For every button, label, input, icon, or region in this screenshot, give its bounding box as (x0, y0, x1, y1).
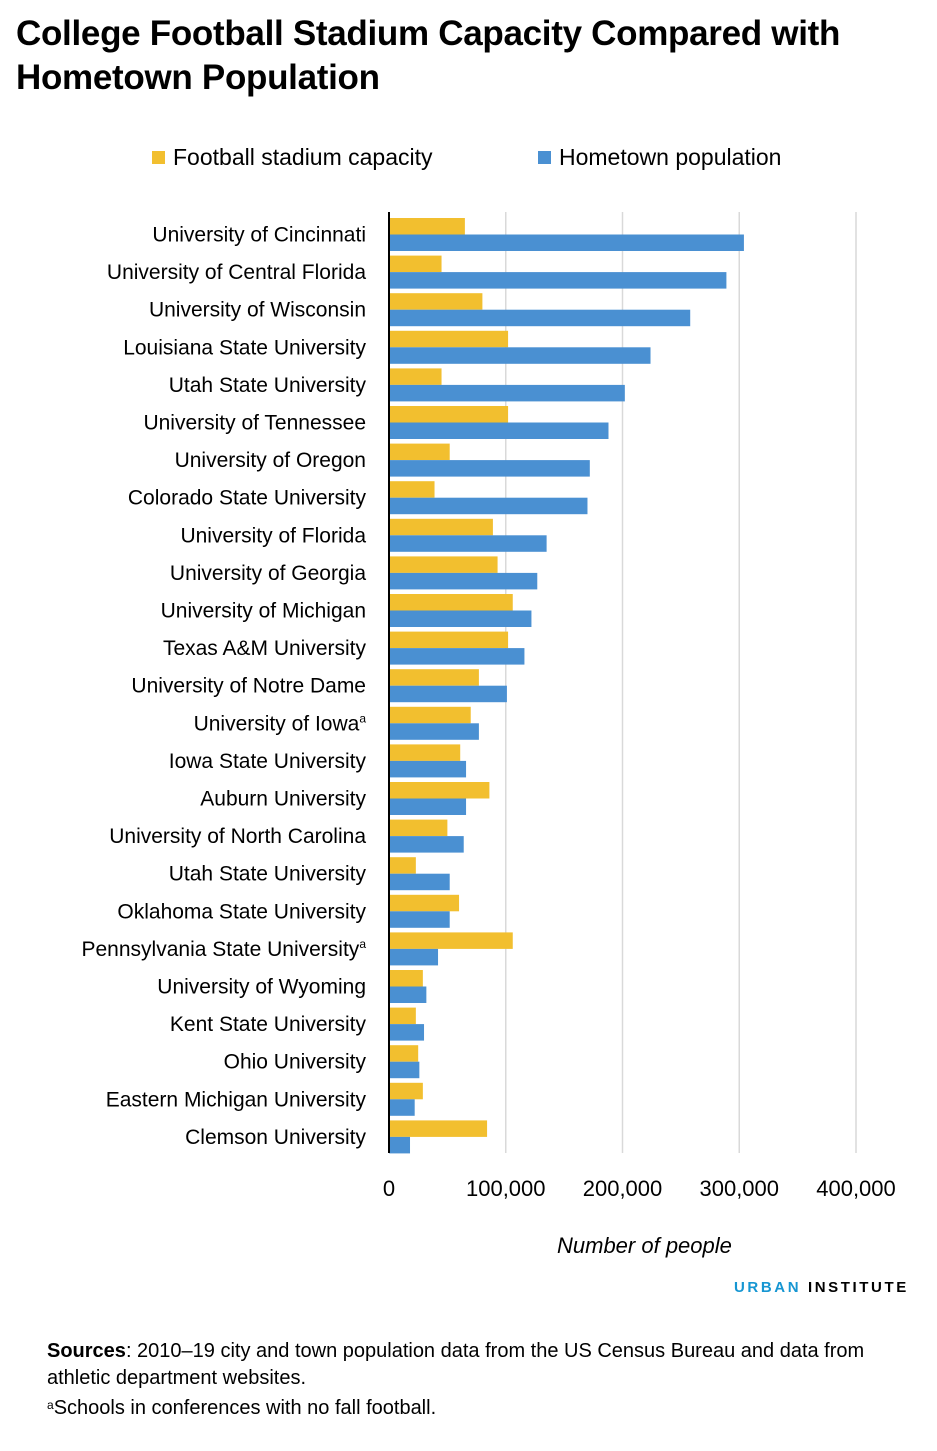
bar-stadium-capacity (389, 406, 509, 423)
category-label: University of Georgia (170, 562, 366, 585)
x-tick-label: 0 (383, 1176, 395, 1201)
bar-hometown-population (389, 272, 727, 289)
bar-stadium-capacity (389, 894, 460, 912)
bar-stadium-capacity (389, 518, 493, 536)
legend-label-population: Hometown population (559, 143, 782, 170)
bar-hometown-population (389, 798, 467, 815)
x-tick-label: 200,000 (583, 1176, 663, 1201)
bar-hometown-population (389, 572, 538, 590)
bar-stadium-capacity (389, 819, 448, 837)
brand-part-2: INSTITUTE (807, 1279, 909, 1296)
bar-hometown-population (389, 685, 507, 703)
bar-stadium-capacity (389, 556, 498, 573)
bar-hometown-population (389, 1024, 425, 1041)
bar-hometown-population (389, 309, 691, 327)
sources-note: Sources: 2010–19 city and town populatio… (47, 1338, 917, 1392)
category-label: Texas A&M University (163, 637, 367, 660)
bar-hometown-population (389, 460, 590, 477)
bar-stadium-capacity (389, 857, 416, 874)
category-label: Eastern Michigan University (106, 1088, 367, 1111)
category-label: Ohio University (224, 1051, 367, 1074)
bar-stadium-capacity (389, 1045, 419, 1062)
footnote-text: Schools in conferences with no fall foot… (53, 1397, 437, 1419)
bar-stadium-capacity (389, 293, 483, 310)
sources-lead: Sources (47, 1340, 126, 1362)
category-label: Louisiana State University (123, 336, 366, 359)
category-label: University of Tennessee (143, 412, 366, 435)
footnote-marker: a (47, 1398, 54, 1412)
bar-stadium-capacity (389, 970, 423, 987)
urban-institute-logo: URBAN INSTITUTE (734, 1279, 909, 1296)
bar-hometown-population (389, 911, 450, 928)
bar-stadium-capacity (389, 481, 435, 498)
bar-stadium-capacity (389, 1007, 416, 1025)
bar-stadium-capacity (389, 255, 442, 273)
footnote: aSchools in conferences with no fall foo… (47, 1392, 917, 1422)
category-label: University of Florida (180, 524, 366, 547)
x-tick-label: 300,000 (699, 1176, 779, 1201)
category-label: Iowa State University (169, 750, 367, 773)
bar-stadium-capacity (389, 594, 513, 611)
legend-item-stadium: Football stadium capacity (152, 143, 433, 171)
category-label: University of Wyoming (157, 976, 366, 999)
bar-stadium-capacity (389, 932, 513, 949)
sources-text: : 2010–19 city and town population data … (47, 1340, 865, 1389)
x-tick-label: 100,000 (466, 1176, 546, 1201)
bar-stadium-capacity (389, 782, 490, 799)
category-label: University of Oregon (175, 449, 366, 472)
category-label: Pennsylvania State Universitya (82, 937, 367, 961)
category-label: Utah State University (169, 374, 367, 397)
bar-stadium-capacity (389, 368, 442, 385)
bar-hometown-population (389, 1136, 411, 1154)
brand-part-1: URBAN (734, 1279, 802, 1296)
category-label: Utah State University (169, 863, 367, 886)
bar-hometown-population (389, 723, 479, 740)
bar-stadium-capacity (389, 1082, 423, 1100)
bar-hometown-population (389, 384, 625, 402)
bar-stadium-capacity (389, 631, 509, 649)
bar-stadium-capacity (389, 443, 450, 461)
category-label: University of Central Florida (107, 261, 366, 284)
legend-swatch-population (538, 150, 551, 164)
category-label: University of Michigan (161, 600, 366, 623)
bar-hometown-population (389, 836, 464, 853)
category-label: Colorado State University (128, 487, 367, 510)
bar-hometown-population (389, 347, 651, 364)
bar-hometown-population (389, 873, 450, 891)
legend-label-stadium: Football stadium capacity (173, 143, 433, 170)
bar-hometown-population (389, 610, 532, 627)
bar-hometown-population (389, 1061, 420, 1079)
bar-stadium-capacity (389, 218, 465, 235)
category-label: Auburn University (200, 788, 366, 811)
category-label: University of Cincinnati (152, 224, 366, 247)
category-label: University of North Carolina (109, 825, 366, 848)
chart-title: College Football Stadium Capacity Compar… (16, 14, 841, 97)
bar-stadium-capacity (389, 744, 461, 761)
category-label: University of Iowaa (194, 711, 367, 735)
legend-item-population: Hometown population (538, 143, 781, 171)
bar-hometown-population (389, 648, 525, 665)
bar-stadium-capacity (389, 669, 479, 686)
x-axis-label: Number of people (557, 1233, 732, 1258)
bar-hometown-population (389, 1099, 415, 1116)
bar-stadium-capacity (389, 706, 471, 724)
bar-hometown-population (389, 760, 467, 778)
category-label: University of Wisconsin (149, 299, 366, 322)
bar-hometown-population (389, 535, 547, 552)
category-label: University of Notre Dame (131, 675, 366, 698)
bar-stadium-capacity (389, 1120, 488, 1137)
category-label: Kent State University (170, 1013, 367, 1036)
bar-hometown-population (389, 234, 744, 251)
category-label: Oklahoma State University (117, 900, 366, 923)
x-tick-label: 400,000 (816, 1176, 896, 1201)
bar-stadium-capacity (389, 330, 509, 348)
bar-hometown-population (389, 422, 609, 439)
bar-hometown-population (389, 986, 427, 1003)
category-label: Clemson University (185, 1126, 366, 1149)
bar-hometown-population (389, 497, 588, 515)
legend-swatch-stadium (152, 150, 165, 164)
bar-hometown-population (389, 948, 439, 966)
